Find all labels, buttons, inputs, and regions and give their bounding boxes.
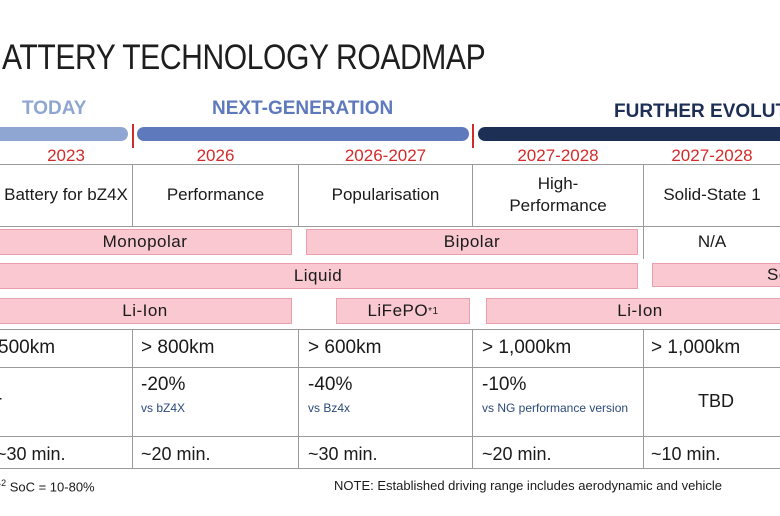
range-col-3: > 600km	[308, 337, 382, 358]
cost-col-2: -20%	[141, 374, 186, 395]
range-col-2: > 800km	[141, 337, 215, 358]
chemistry-liion-1: Li-Ion	[0, 298, 292, 324]
electrolyte-solid: So	[652, 263, 780, 287]
chemistry-liion-2: Li-Ion	[486, 298, 780, 324]
charging-col-4: ~20 min.	[482, 444, 552, 464]
footnote-soc-text: SoC = 10-80%	[6, 479, 95, 495]
cost-col-3: -40%	[308, 374, 353, 395]
grid-line-bottom	[0, 468, 780, 469]
battery-name-4: High-Performance	[509, 174, 607, 215]
battery-name-2: Performance	[166, 185, 265, 204]
col-divider-1a	[132, 164, 133, 226]
col-divider-4a	[643, 164, 644, 226]
year-col-2: 2026	[196, 146, 235, 165]
battery-name-1: Battery for bZ4X	[4, 185, 128, 204]
charging-col-5: ~10 min.	[651, 444, 721, 464]
electrode-bipolar: Bipolar	[306, 229, 638, 255]
col-divider-3c	[472, 329, 473, 468]
grid-line-range-bottom	[0, 367, 780, 368]
timeline-divider-2	[472, 124, 474, 148]
year-col-5: 2027-2028	[671, 146, 753, 165]
cost-col-5: TBD	[698, 391, 734, 411]
timeline-bar-further-evolution	[478, 127, 780, 141]
col-divider-2c	[298, 329, 299, 468]
grid-line-top	[0, 164, 780, 165]
col-divider-4b	[643, 226, 644, 259]
range-col-4: > 1,000km	[482, 337, 572, 358]
year-col-1: 2023	[47, 146, 85, 165]
timeline-bar-today	[0, 127, 128, 141]
chemistry-lifepo-label: LiFePO	[367, 301, 429, 320]
grid-line-names	[0, 226, 780, 227]
grid-line-cost-bottom	[0, 436, 780, 437]
footnote-soc: *2 SoC = 10-80%	[0, 478, 95, 494]
col-divider-1c	[132, 329, 133, 468]
phase-next-generation-label: NEXT-GENERATION	[212, 98, 394, 119]
battery-name-5: Solid-State 1	[663, 185, 761, 204]
year-col-3: 2026-2027	[344, 146, 427, 165]
cost-col-4: -10%	[482, 374, 527, 395]
phase-further-evolution-label: FURTHER EVOLUTI	[614, 101, 780, 122]
range-col-1: 500km	[0, 337, 56, 358]
year-col-4: 2027-2028	[517, 146, 599, 165]
page-title: ATTERY TECHNOLOGY ROADMAP	[2, 38, 486, 77]
chemistry-lifepo: LiFePO *1	[336, 298, 470, 324]
charging-col-2: ~20 min.	[141, 444, 211, 464]
phase-today-label: TODAY	[22, 98, 87, 119]
range-col-5: > 1,000km	[651, 337, 741, 358]
footnote-soc-sup: 2	[1, 478, 7, 488]
col-divider-2a	[298, 164, 299, 226]
battery-name-3: Popularisation	[331, 185, 440, 204]
timeline-bar-next-generation	[137, 127, 469, 141]
charging-col-3: ~30 min.	[308, 444, 378, 464]
col-divider-3a	[472, 164, 473, 226]
electrode-na: N/A	[697, 232, 727, 251]
grid-line-range-top	[0, 329, 780, 330]
cost-col-2-note: vs bZ4X	[141, 401, 186, 415]
cost-col-3-note: vs Bz4x	[308, 401, 351, 415]
electrode-monopolar: Monopolar	[0, 229, 292, 255]
cost-col-4-note: vs NG performance version	[482, 401, 629, 415]
charging-col-1: ~30 min.	[0, 444, 66, 464]
footnote-note: NOTE: Established driving range includes…	[334, 478, 723, 493]
col-divider-4c	[643, 329, 644, 468]
footnote-soc-prefix: *	[0, 479, 1, 494]
electrolyte-liquid: Liquid	[0, 263, 638, 289]
chemistry-lifepo-sup: *1	[428, 305, 439, 317]
cost-col-1: -	[0, 388, 2, 410]
timeline-divider-1	[132, 124, 134, 148]
